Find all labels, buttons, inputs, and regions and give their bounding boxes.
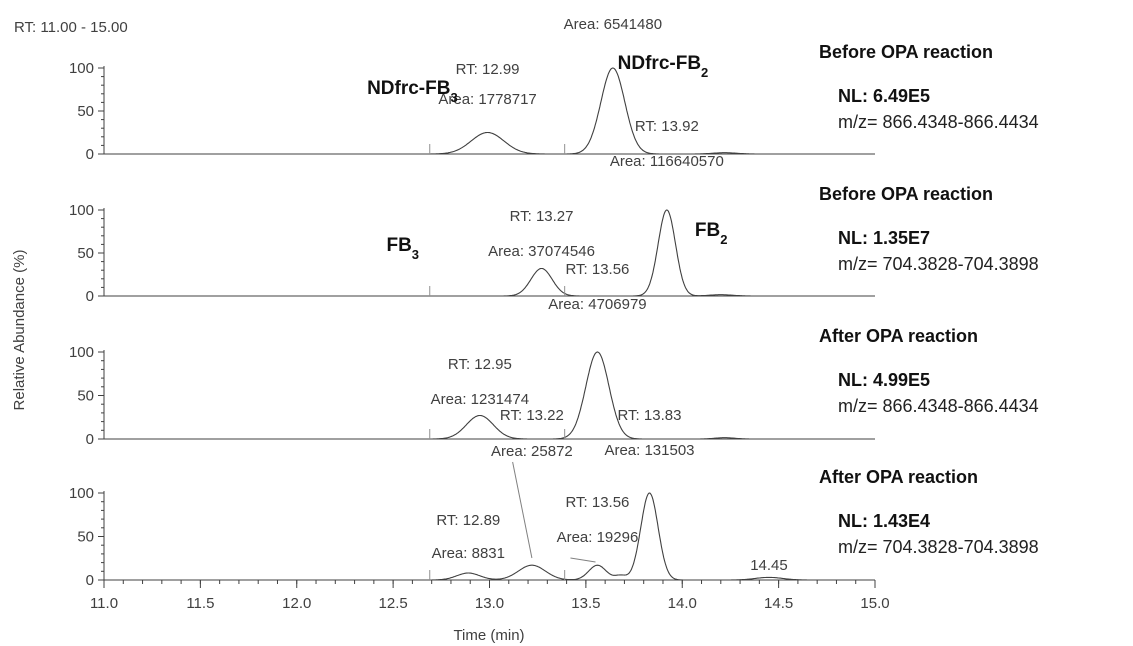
status-label: Before OPA reaction: [819, 184, 993, 204]
nl-label: NL: 1.35E7: [838, 228, 930, 248]
peak-area-label: Area: 1231474: [431, 391, 529, 408]
peak-rt-label: RT: 13.56: [565, 261, 629, 278]
x-tick-label: 13.0: [475, 595, 504, 612]
y-tick-label: 50: [77, 529, 94, 546]
y-tick-label: 100: [69, 344, 94, 361]
x-tick-label: 11.0: [90, 595, 118, 612]
peak-rt-label: RT: 12.89: [436, 512, 500, 529]
x-tick-label: 12.0: [282, 595, 311, 612]
peak-rt-label: RT: 13.83: [618, 407, 682, 424]
peak-rt-label: RT: 12.99: [456, 61, 520, 78]
peak-area-label: Area: 37074546: [488, 243, 595, 260]
peak-area-label: Area: 1778717: [438, 91, 536, 108]
y-tick-label: 0: [86, 288, 94, 305]
peak-rt-label: RT: 12.95: [448, 356, 512, 373]
x-tick-label: 11.5: [186, 595, 214, 612]
x-axis-label: Time (min): [453, 627, 524, 644]
x-axis: 11.0 11.5 12.0 12.5 13.0 13.5 14.0 14.5 15.0: [90, 580, 890, 612]
mz-label: m/z= 866.4348-866.4434: [838, 112, 1039, 132]
compound-label: NDfrc-FB3: [367, 78, 458, 105]
peak-rt-label: RT: 13.22: [500, 407, 564, 424]
status-label: After OPA reaction: [819, 467, 978, 487]
panel-3: 0 50 100 RT: 12.95 Area: 1231474 RT: 13.56 Are…: [69, 261, 1039, 448]
y-tick-label: 100: [69, 60, 94, 77]
x-tick-label: 14.5: [764, 595, 793, 612]
y-tick-label: 0: [86, 146, 94, 163]
y-tick-label: 50: [77, 388, 94, 405]
panel-2: 0 50 100 RT: 13.27 Area: 37074546 RT: 13.92 Ar…: [69, 118, 1039, 305]
chromatogram-trace: [335, 209, 837, 297]
chromatogram-trace: [335, 492, 837, 581]
nl-label: NL: 6.49E5: [838, 86, 930, 106]
y-tick-label: 0: [86, 431, 94, 448]
x-tick-label: 14.0: [668, 595, 697, 612]
peak-area-label: Area: 4706979: [548, 296, 646, 313]
peak-area-label: Area: 6541480: [564, 16, 662, 33]
peak-area-label: Area: 116640570: [610, 153, 724, 170]
chromatogram-trace: [335, 67, 837, 155]
mz-label: m/z= 704.3828-704.3898: [838, 254, 1039, 274]
rt-range-label: RT: 11.00 - 15.00: [14, 19, 128, 36]
nl-label: NL: 1.43E4: [838, 511, 930, 531]
y-tick-label: 50: [77, 103, 94, 120]
peak-area-label: Area: 19296: [557, 529, 639, 546]
compound-label: FB3: [386, 235, 419, 262]
panel-4: 0 50 100 RT: 12.89 Area: 8831 RT: 13.22 Area: …: [69, 407, 1039, 589]
leader-line: [512, 461, 533, 559]
x-tick-label: 13.5: [571, 595, 600, 612]
x-tick-label: 12.5: [379, 595, 408, 612]
y-tick-label: 100: [69, 485, 94, 502]
y-tick-label: 0: [86, 572, 94, 589]
x-tick-label: 15.0: [860, 595, 889, 612]
peak-rt-label: RT: 13.92: [635, 118, 699, 135]
peak-rt-label: RT: 13.56: [565, 494, 629, 511]
compound-label: NDfrc-FB2: [618, 53, 709, 80]
peak-rt-label: RT: 13.27: [510, 208, 574, 225]
peak-rt-label: 14.45: [750, 557, 788, 574]
chromatogram-trace: [335, 351, 837, 440]
mz-label: m/z= 704.3828-704.3898: [838, 537, 1039, 557]
nl-label: NL: 4.99E5: [838, 370, 930, 390]
mz-label: m/z= 866.4348-866.4434: [838, 396, 1039, 416]
leader-line: [570, 557, 596, 563]
y-axis-label: Relative Abundance (%): [11, 250, 28, 411]
status-label: After OPA reaction: [819, 326, 978, 346]
compound-label: FB2: [695, 220, 728, 247]
y-tick-label: 50: [77, 245, 94, 262]
y-tick-label: 100: [69, 202, 94, 219]
status-label: Before OPA reaction: [819, 42, 993, 62]
peak-area-label: Area: 25872: [491, 443, 573, 460]
peak-area-label: Area: 8831: [432, 545, 505, 562]
peak-area-label: Area: 131503: [604, 442, 694, 459]
